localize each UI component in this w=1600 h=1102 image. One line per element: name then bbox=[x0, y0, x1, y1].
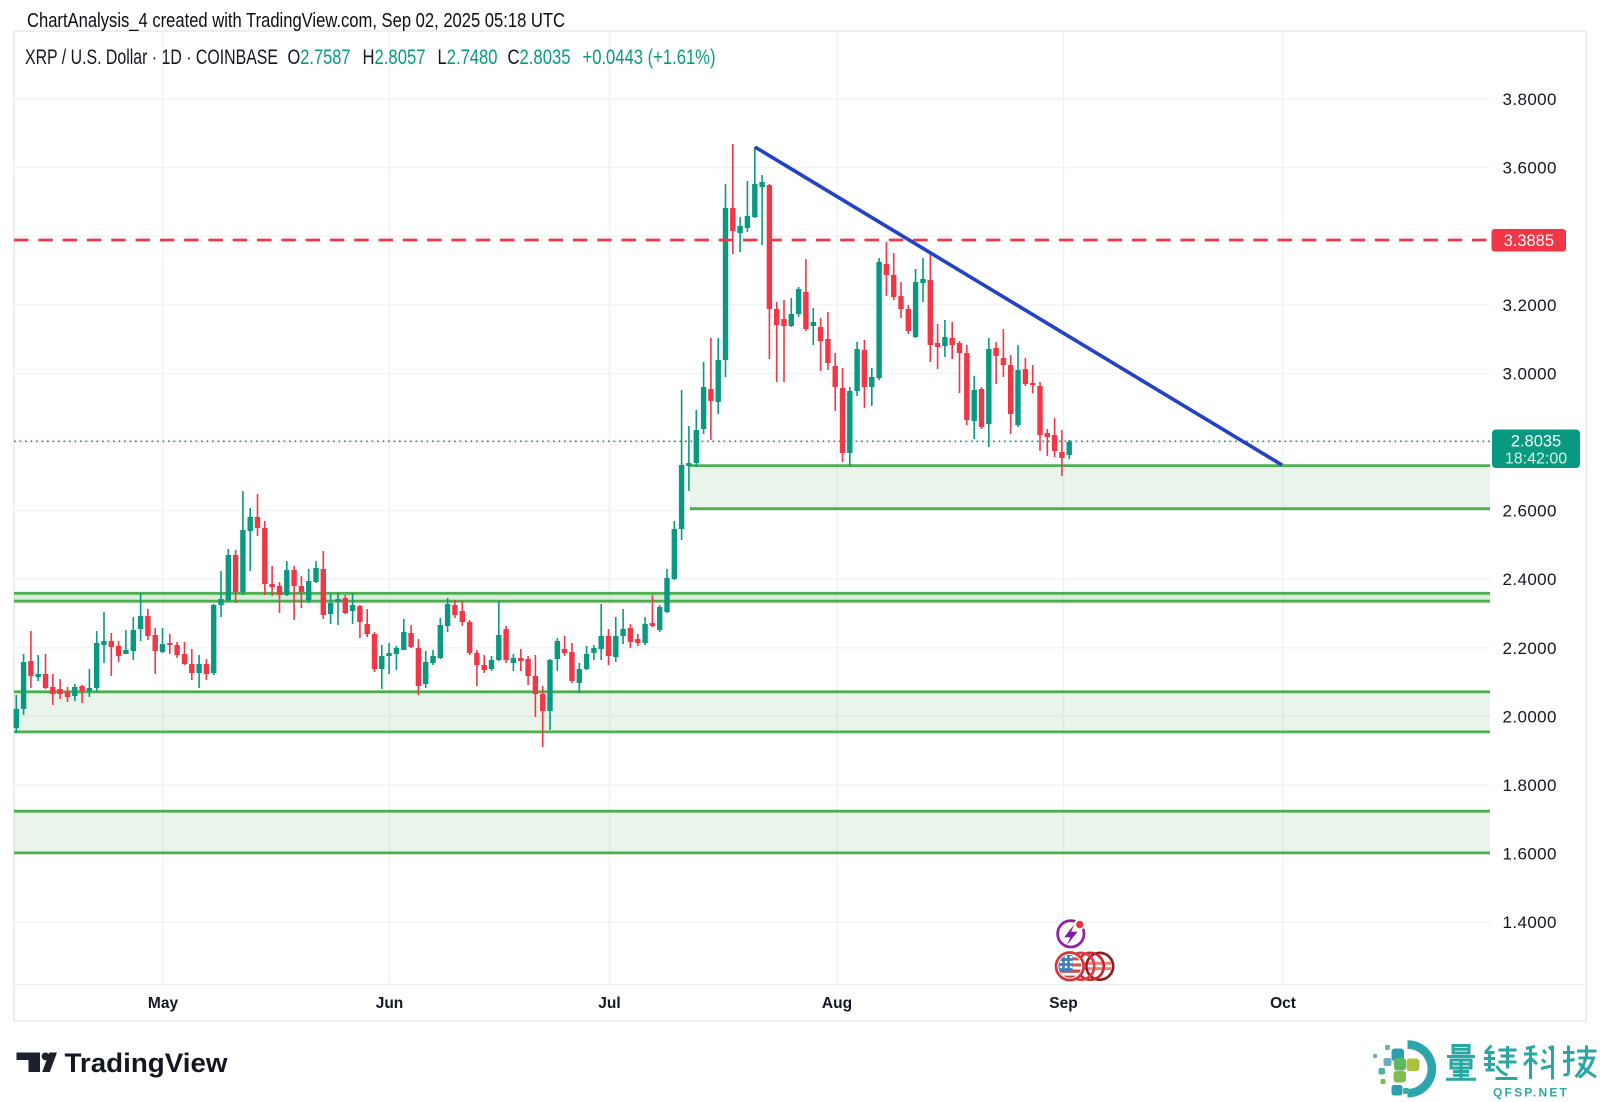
svg-text:18:42:00: 18:42:00 bbox=[1505, 451, 1567, 468]
svg-text:Jul: Jul bbox=[598, 995, 620, 1012]
svg-text:Oct: Oct bbox=[1270, 995, 1296, 1012]
svg-text:3.2000: 3.2000 bbox=[1503, 296, 1557, 315]
svg-text:3.8000: 3.8000 bbox=[1503, 90, 1557, 109]
svg-text:L2.7480: L2.7480 bbox=[438, 45, 498, 69]
svg-text:1.8000: 1.8000 bbox=[1503, 776, 1557, 795]
svg-text:3.6000: 3.6000 bbox=[1503, 159, 1557, 178]
svg-text:H2.8057: H2.8057 bbox=[363, 45, 426, 69]
svg-text:+0.0443 (+1.61%): +0.0443 (+1.61%) bbox=[583, 45, 716, 69]
svg-text:ChartAnalysis_4 created with T: ChartAnalysis_4 created with TradingView… bbox=[27, 9, 565, 32]
svg-text:TradingView: TradingView bbox=[65, 1048, 229, 1078]
svg-text:Sep: Sep bbox=[1049, 995, 1077, 1012]
svg-text:3.0000: 3.0000 bbox=[1503, 364, 1557, 383]
svg-text:1.4000: 1.4000 bbox=[1503, 913, 1557, 932]
svg-text:2.2000: 2.2000 bbox=[1503, 639, 1557, 658]
svg-text:3.3885: 3.3885 bbox=[1504, 232, 1554, 250]
svg-text:Jun: Jun bbox=[376, 995, 404, 1012]
svg-text:XRP / U.S. Dollar · 1D · COINB: XRP / U.S. Dollar · 1D · COINBASE bbox=[25, 45, 278, 69]
svg-text:2.4000: 2.4000 bbox=[1503, 570, 1557, 589]
svg-text:QFSP.NET: QFSP.NET bbox=[1493, 1086, 1569, 1100]
svg-text:2.8035: 2.8035 bbox=[1511, 433, 1561, 451]
svg-text:1.6000: 1.6000 bbox=[1503, 845, 1557, 864]
svg-text:May: May bbox=[148, 995, 179, 1012]
svg-text:2.6000: 2.6000 bbox=[1503, 502, 1557, 521]
svg-text:Aug: Aug bbox=[822, 995, 852, 1012]
svg-text:2.0000: 2.0000 bbox=[1503, 707, 1557, 726]
svg-text:C2.8035: C2.8035 bbox=[508, 45, 571, 69]
svg-text:O2.7587: O2.7587 bbox=[288, 45, 351, 69]
